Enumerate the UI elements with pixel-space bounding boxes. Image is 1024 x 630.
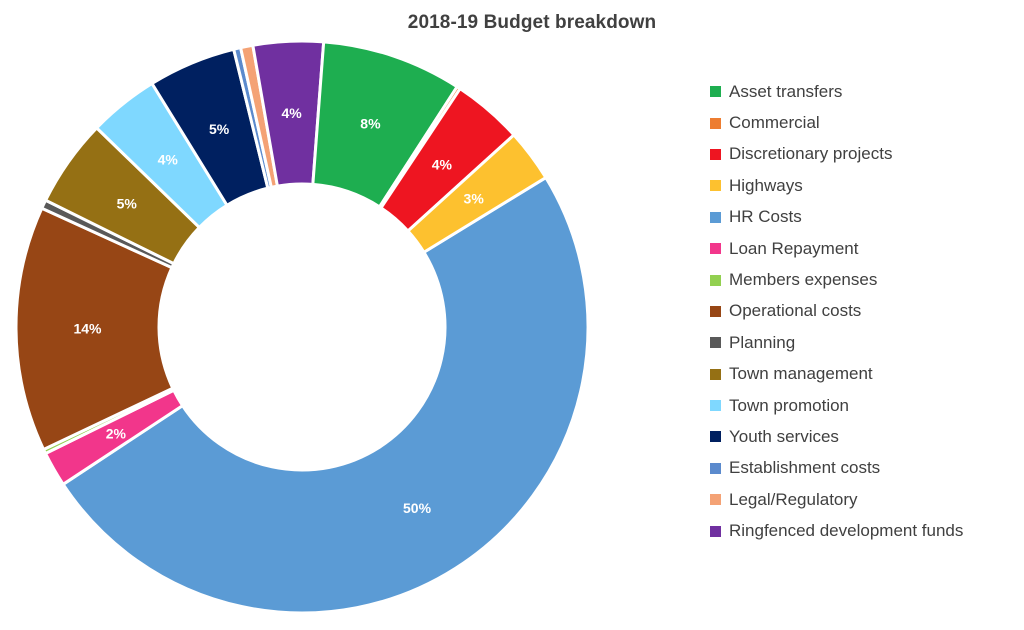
- legend-swatch: [710, 86, 721, 98]
- data-label-asset-transfers: 8%: [360, 116, 381, 132]
- legend-swatch: [710, 525, 721, 537]
- legend-label: Ringfenced development funds: [729, 521, 964, 541]
- legend: Asset transfers Commercial Discretionary p…: [710, 76, 963, 547]
- legend-item-town-management: Town management: [710, 359, 963, 390]
- chart-title: 2018-19 Budget breakdown: [407, 12, 657, 33]
- data-label-town-promotion: 4%: [158, 152, 179, 168]
- legend-swatch: [710, 117, 721, 129]
- legend-swatch: [710, 337, 721, 349]
- legend-label: Youth services: [729, 426, 839, 446]
- legend-item-establishment-costs: Establishment costs: [710, 453, 963, 484]
- legend-swatch: [710, 148, 721, 160]
- legend-swatch: [710, 180, 721, 192]
- data-label-highways: 3%: [464, 190, 485, 206]
- legend-swatch: [710, 243, 721, 255]
- legend-item-discretionary-projects: Discretionary projects: [710, 139, 963, 170]
- legend-item-legal-regulatory: Legal/Regulatory: [710, 484, 963, 515]
- legend-item-asset-transfers: Asset transfers: [710, 76, 963, 107]
- legend-swatch: [710, 368, 721, 380]
- legend-item-hr-costs: HR Costs: [710, 202, 963, 233]
- legend-label: Commercial: [729, 113, 820, 133]
- data-label-youth-services: 5%: [209, 121, 230, 137]
- legend-label: Loan Repayment: [729, 238, 859, 258]
- legend-swatch: [710, 274, 721, 286]
- legend-label: Members expenses: [729, 270, 878, 290]
- legend-label: Planning: [729, 332, 796, 352]
- legend-label: Highways: [729, 175, 803, 195]
- slice-hr-costs: [61, 176, 590, 615]
- legend-label: Establishment costs: [729, 458, 881, 478]
- legend-swatch: [710, 400, 721, 412]
- legend-label: Discretionary projects: [729, 144, 893, 164]
- legend-item-planning: Planning: [710, 327, 963, 358]
- data-label-discretionary-projects: 4%: [432, 156, 453, 172]
- data-label-hr-costs: 50%: [403, 500, 432, 516]
- legend-label: Town promotion: [729, 395, 850, 415]
- data-label-operational-costs: 14%: [73, 321, 102, 337]
- legend-item-loan-repayment: Loan Repayment: [710, 233, 963, 264]
- legend-swatch: [710, 305, 721, 317]
- legend-swatch: [710, 211, 721, 223]
- legend-item-operational-costs: Operational costs: [710, 296, 963, 327]
- data-label-loan-repayment: 2%: [106, 426, 127, 442]
- legend-label: Asset transfers: [729, 81, 843, 101]
- legend-label: Operational costs: [729, 301, 862, 321]
- legend-swatch: [710, 431, 721, 443]
- legend-item-town-promotion: Town promotion: [710, 390, 963, 421]
- legend-swatch: [710, 494, 721, 506]
- donut-chart: 50% 2% 14% 5% 4% 5% 4% 8% 4% 3%: [14, 39, 590, 615]
- legend-item-ringfenced-development-funds: Ringfenced development funds: [710, 515, 963, 546]
- legend-item-members-expenses: Members expenses: [710, 264, 963, 295]
- legend-swatch: [710, 462, 721, 474]
- slice-operational-costs: [14, 206, 175, 451]
- slice-highways: [406, 133, 548, 254]
- data-label-town-management: 5%: [117, 195, 138, 211]
- legend-label: Legal/Regulatory: [729, 489, 858, 509]
- legend-item-youth-services: Youth services: [710, 421, 963, 452]
- legend-label: Town management: [729, 364, 873, 384]
- legend-item-highways: Highways: [710, 170, 963, 201]
- data-label-ringfenced-development-funds: 4%: [281, 105, 302, 121]
- legend-item-commercial: Commercial: [710, 107, 963, 138]
- legend-label: HR Costs: [729, 207, 802, 227]
